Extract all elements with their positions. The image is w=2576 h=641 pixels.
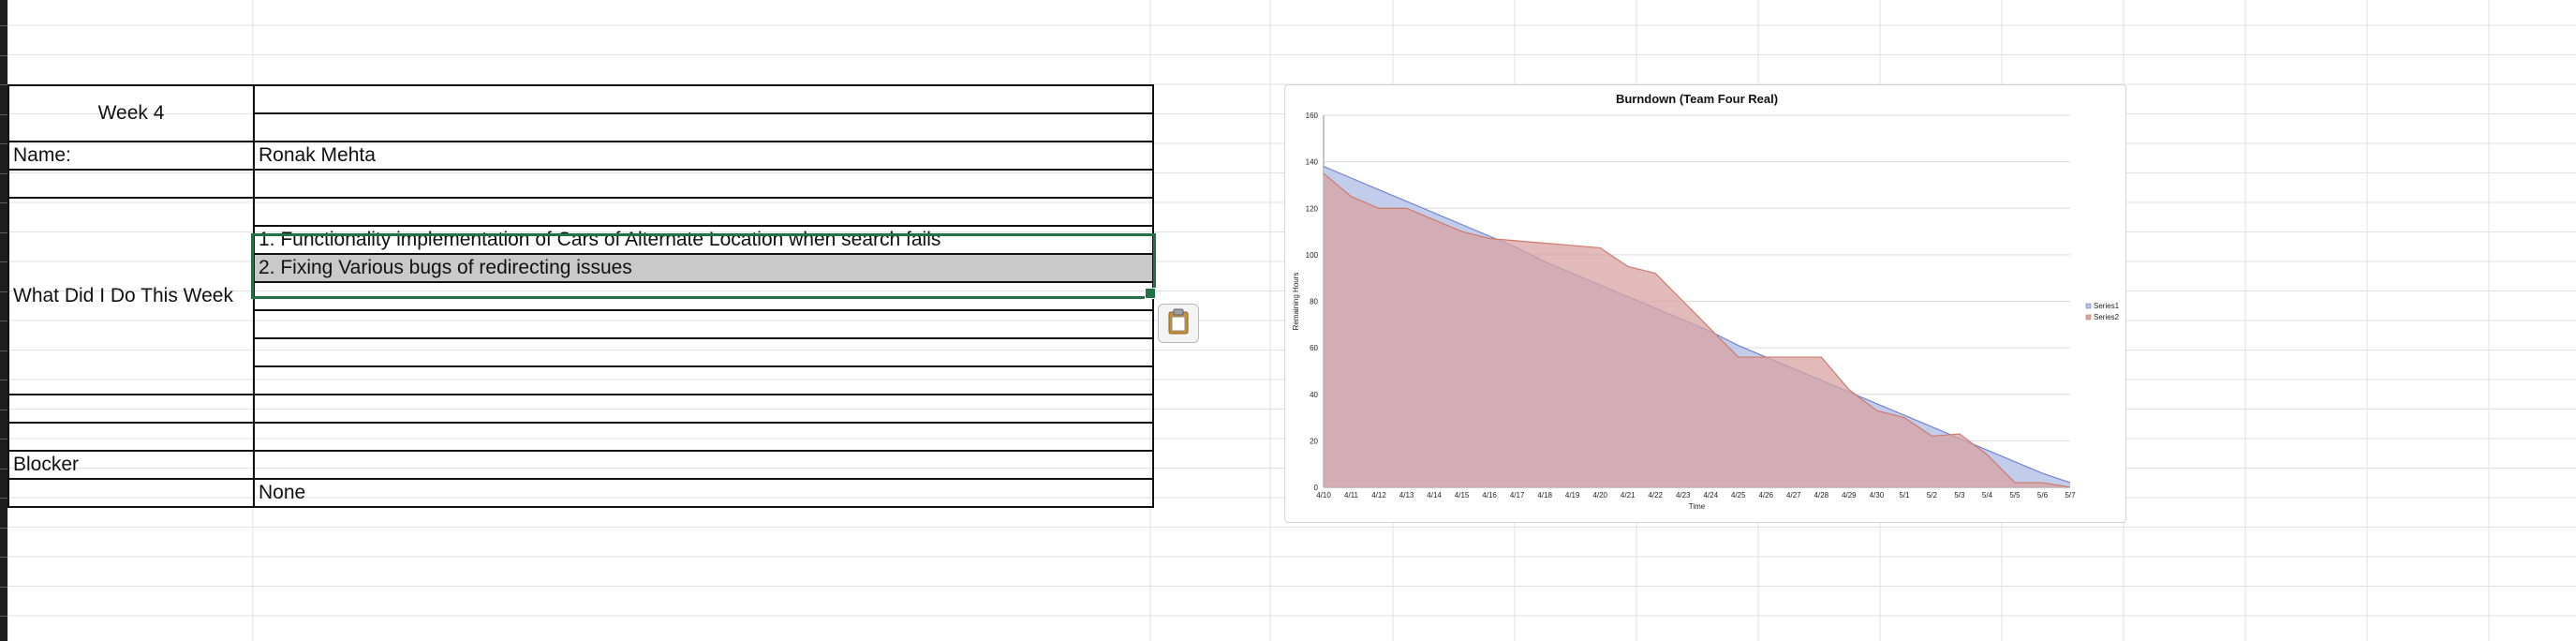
cell[interactable] (253, 450, 1154, 480)
series-line-2 (1323, 172, 2071, 488)
task-cell-1[interactable]: 1. Functionality implementation of Cars … (253, 225, 1154, 255)
x-tick-label: 5/1 (1899, 491, 1910, 499)
x-tick-label: 4/12 (1371, 491, 1386, 499)
cell[interactable] (253, 394, 1154, 424)
x-tick-label: 4/27 (1786, 491, 1801, 499)
row-header-divider (0, 143, 7, 144)
cell[interactable] (253, 365, 1154, 395)
x-tick-label: 4/19 (1565, 491, 1580, 499)
y-tick-label: 0 (1314, 484, 1319, 492)
y-tick-label: 80 (1310, 298, 1318, 306)
cell[interactable] (253, 197, 1154, 227)
x-tick-label: 5/4 (1982, 491, 1993, 499)
x-tick-label: 5/6 (2037, 491, 2049, 499)
row-header-divider (0, 291, 7, 292)
x-tick-label: 4/10 (1316, 491, 1331, 499)
row-header-divider (0, 439, 7, 440)
y-tick-label: 120 (1306, 204, 1319, 213)
y-tick-label: 140 (1306, 158, 1319, 167)
name-label-cell[interactable]: Name: (7, 141, 255, 171)
series-area-2 (1324, 173, 2070, 487)
legend-label: Series1 (2094, 302, 2120, 310)
x-tick-label: 4/26 (1759, 491, 1774, 499)
burndown-chart[interactable]: Burndown (Team Four Real) Time Remaining… (1284, 84, 2126, 523)
row-header-divider (0, 84, 7, 85)
cell[interactable] (7, 478, 255, 508)
fill-handle[interactable] (1145, 288, 1156, 299)
x-tick-label: 4/24 (1703, 491, 1718, 499)
x-tick-label: 4/20 (1592, 491, 1607, 499)
legend-label: Series2 (2094, 313, 2120, 321)
what-did-i-do-label-cell[interactable]: What Did I Do This Week (7, 197, 255, 395)
row-header-divider (0, 616, 7, 617)
row-header-divider (0, 586, 7, 588)
x-tick-label: 4/18 (1537, 491, 1552, 499)
x-tick-label: 4/17 (1510, 491, 1525, 499)
x-tick-label: 4/14 (1427, 491, 1442, 499)
paste-options-button[interactable] (1158, 304, 1199, 343)
status-report-table: Week 4 Name: Ronak Mehta What Did I Do T… (7, 84, 1154, 508)
x-axis-label: Time (1689, 502, 1706, 511)
task-cell-2[interactable]: 2. Fixing Various bugs of redirecting is… (253, 253, 1154, 283)
x-tick-label: 4/22 (1648, 491, 1663, 499)
week-cell[interactable]: Week 4 (7, 84, 255, 142)
row-header-divider (0, 25, 7, 26)
row-header-divider (0, 557, 7, 558)
x-tick-label: 4/30 (1870, 491, 1885, 499)
clipboard-icon (1164, 307, 1192, 340)
cell[interactable] (7, 169, 255, 199)
y-tick-label: 60 (1310, 344, 1318, 352)
legend-swatch (2085, 314, 2092, 320)
cell[interactable] (253, 309, 1154, 339)
cell[interactable] (253, 169, 1154, 199)
row-header-strip (0, 0, 7, 641)
x-tick-label: 4/21 (1621, 491, 1636, 499)
x-tick-label: 4/16 (1482, 491, 1497, 499)
row-header-divider (0, 231, 7, 233)
y-tick-label: 40 (1310, 391, 1318, 399)
cell[interactable] (253, 112, 1154, 142)
cell[interactable] (253, 422, 1154, 452)
x-tick-label: 5/5 (2009, 491, 2021, 499)
row-header-divider (0, 527, 7, 529)
name-value-cell[interactable]: Ronak Mehta (253, 141, 1154, 171)
row-header-divider (0, 468, 7, 470)
cell[interactable] (7, 422, 255, 452)
legend-swatch (2085, 303, 2092, 309)
x-tick-label: 4/13 (1399, 491, 1414, 499)
cell[interactable] (7, 394, 255, 424)
cell[interactable] (253, 84, 1154, 114)
x-tick-label: 4/11 (1344, 491, 1359, 499)
x-tick-label: 4/15 (1455, 491, 1470, 499)
x-tick-label: 5/2 (1927, 491, 1938, 499)
row-header-divider (0, 202, 7, 203)
y-tick-label: 160 (1306, 112, 1319, 120)
chart-title: Burndown (Team Four Real) (1616, 92, 1778, 106)
y-axis-label: Remaining Hours (1292, 273, 1300, 331)
x-tick-label: 4/29 (1842, 491, 1857, 499)
row-header-divider (0, 320, 7, 321)
blocker-value-cell[interactable]: None (253, 478, 1154, 508)
x-tick-label: 5/3 (1954, 491, 1965, 499)
y-tick-label: 100 (1306, 251, 1319, 260)
blocker-label-cell[interactable]: Blocker (7, 450, 255, 480)
row-header-divider (0, 498, 7, 499)
cell[interactable] (253, 337, 1154, 367)
y-tick-label: 20 (1310, 437, 1318, 445)
row-header-divider (0, 54, 7, 56)
row-header-divider (0, 113, 7, 115)
row-header-divider (0, 350, 7, 351)
x-tick-label: 5/7 (2065, 491, 2076, 499)
row-header-divider (0, 172, 7, 174)
x-tick-label: 4/25 (1731, 491, 1746, 499)
x-tick-label: 4/23 (1676, 491, 1691, 499)
row-header-divider (0, 261, 7, 262)
x-tick-label: 4/28 (1814, 491, 1829, 499)
chart-canvas: Burndown (Team Four Real) Time Remaining… (1292, 92, 2120, 511)
cell[interactable] (253, 281, 1154, 311)
